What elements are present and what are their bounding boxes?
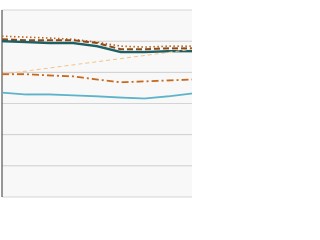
series-line (1, 38, 192, 51)
series-line (1, 48, 193, 75)
series-line (1, 39, 192, 54)
chart (1, 9, 193, 198)
series-line (1, 91, 193, 100)
series-line (2, 73, 193, 84)
